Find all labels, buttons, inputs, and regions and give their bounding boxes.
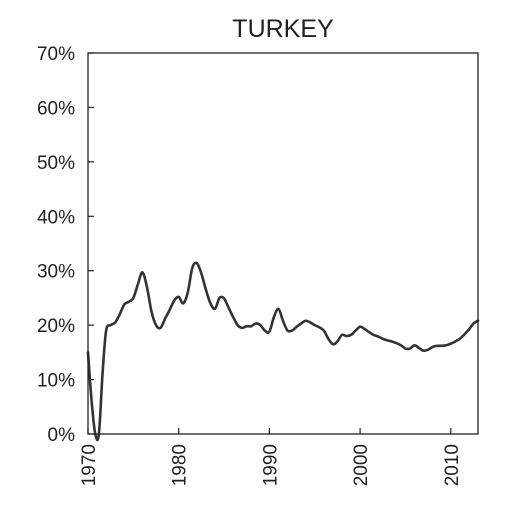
y-tick-label: 40%	[37, 207, 75, 228]
plot-frame	[87, 52, 479, 435]
x-tick-label: 1990	[260, 444, 281, 486]
y-tick-label: 0%	[48, 425, 76, 446]
y-tick-label: 50%	[37, 153, 75, 174]
y-tick-label: 70%	[37, 44, 75, 65]
series-line-0	[86, 261, 480, 442]
y-axis: 0% 10% 20% 30% 40% 50% 60% 70%	[37, 44, 94, 446]
y-tick-label: 60%	[37, 98, 75, 119]
series-layer	[86, 261, 480, 442]
x-tick-label: 2000	[351, 444, 372, 486]
x-axis: 1970 1980 1990 2000 2010	[79, 428, 463, 486]
y-tick-label: 10%	[37, 371, 75, 392]
y-tick-label: 20%	[37, 316, 75, 337]
x-tick-label: 1970	[79, 444, 100, 486]
chart-title: TURKEY	[232, 15, 334, 43]
x-tick-label: 1980	[170, 444, 191, 486]
y-tick-label: 30%	[37, 262, 75, 283]
x-tick-label: 2010	[442, 444, 463, 486]
